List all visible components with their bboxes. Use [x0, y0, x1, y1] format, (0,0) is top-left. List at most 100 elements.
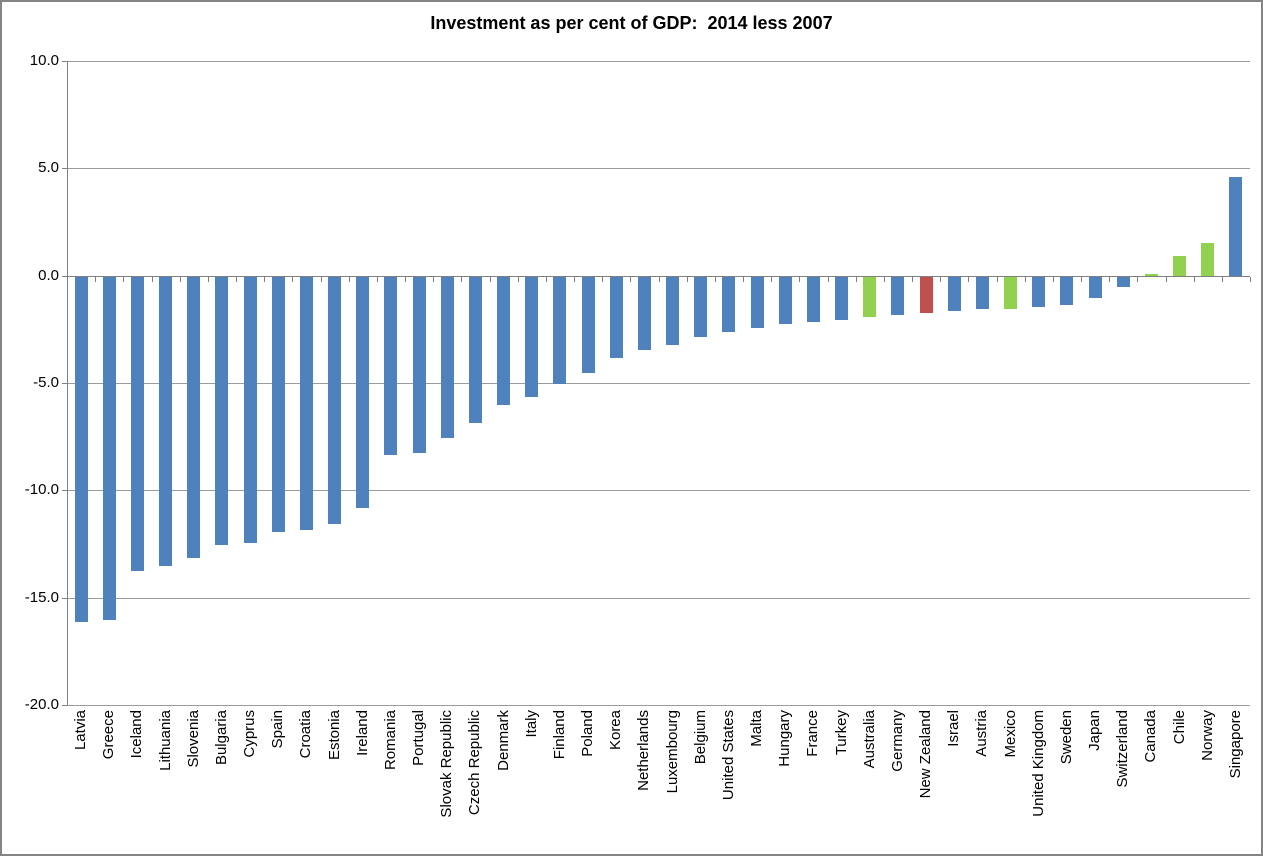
x-label-romania: Romania: [381, 710, 399, 771]
x-label-lithuania: Lithuania: [156, 710, 174, 771]
x-axis-tick: [236, 276, 237, 282]
x-axis-tick: [1165, 276, 1167, 282]
y-axis-tick: [62, 705, 67, 706]
x-axis-tick: [207, 276, 209, 282]
y-gridline: [67, 597, 1250, 599]
x-axis-tick: [1221, 276, 1223, 282]
x-label-slovak-republic: Slovak Republic: [438, 710, 456, 818]
y-tick-label: 10.0: [29, 52, 59, 69]
x-label-luxembourg: Luxembourg: [663, 710, 681, 794]
y-tick-label: 0.0: [38, 266, 59, 284]
y-axis-line: [67, 61, 68, 705]
bar-finland: [553, 276, 567, 384]
x-axis-tick: [630, 276, 632, 282]
bar-germany: [891, 276, 905, 316]
bar-poland: [581, 276, 595, 374]
x-label-greece: Greece: [100, 710, 118, 760]
bar-belgium: [694, 276, 708, 337]
x-label-united-kingdom: United Kingdom: [1029, 710, 1047, 817]
bar-israel: [947, 276, 961, 311]
x-axis-tick: [95, 276, 97, 282]
x-axis-tick: [714, 276, 716, 282]
bar-portugal: [412, 276, 426, 453]
x-label-netherlands: Netherlands: [635, 710, 653, 791]
bar-romania: [384, 276, 398, 455]
bar-united-kingdom: [1032, 276, 1046, 307]
x-axis-tick: [658, 276, 660, 282]
x-axis-tick: [264, 276, 266, 282]
bar-netherlands: [637, 276, 651, 350]
x-label-sweden: Sweden: [1057, 710, 1075, 765]
x-label-poland: Poland: [579, 710, 597, 757]
bar-hungary: [778, 276, 792, 324]
bar-italy: [525, 276, 539, 397]
x-axis-tick: [433, 276, 435, 282]
x-axis-tick: [1081, 276, 1082, 282]
x-label-canada: Canada: [1142, 710, 1160, 763]
y-gridline: [67, 168, 1250, 170]
bar-sweden: [1060, 276, 1074, 305]
bar-switzerland: [1116, 276, 1130, 288]
x-label-latvia: Latvia: [72, 710, 90, 751]
y-axis-tick: [62, 383, 67, 384]
x-label-portugal: Portugal: [410, 710, 428, 766]
bar-greece: [102, 276, 116, 621]
bar-czech-republic: [468, 276, 482, 423]
x-label-japan: Japan: [1086, 710, 1104, 751]
bar-estonia: [328, 276, 342, 524]
bar-turkey: [835, 276, 849, 320]
y-gridline: [67, 383, 1250, 384]
bar-malta: [750, 276, 764, 329]
x-axis-tick: [151, 276, 153, 282]
x-label-norway: Norway: [1198, 710, 1216, 761]
x-axis-tick: [489, 276, 491, 282]
x-label-malta: Malta: [748, 710, 766, 747]
bar-lithuania: [159, 276, 173, 567]
x-label-france: France: [804, 710, 822, 757]
x-label-australia: Australia: [860, 710, 878, 769]
x-label-israel: Israel: [945, 710, 963, 747]
x-label-cyprus: Cyprus: [241, 710, 259, 758]
y-axis-tick: [62, 168, 67, 170]
x-axis-tick: [545, 276, 547, 282]
y-axis-tick: [62, 61, 67, 62]
bar-bulgaria: [215, 276, 229, 545]
x-label-croatia: Croatia: [297, 710, 315, 759]
x-label-switzerland: Switzerland: [1114, 710, 1132, 788]
y-tick-label: -20.0: [24, 696, 59, 713]
x-label-slovenia: Slovenia: [184, 710, 202, 768]
y-axis-tick: [62, 275, 67, 277]
x-label-korea: Korea: [607, 710, 625, 751]
x-axis-tick: [912, 276, 913, 282]
y-axis-tick: [62, 490, 67, 492]
x-axis-tick: [320, 276, 322, 282]
x-axis-tick: [461, 276, 463, 282]
x-axis-tick: [376, 276, 378, 282]
bar-latvia: [74, 276, 88, 623]
x-label-chile: Chile: [1170, 710, 1188, 745]
bar-mexico: [1004, 276, 1018, 309]
bar-norway: [1201, 243, 1215, 276]
bar-croatia: [299, 276, 313, 530]
x-axis-tick: [123, 276, 125, 282]
y-tick-label: -10.0: [24, 481, 59, 499]
x-axis-tick: [1137, 276, 1139, 282]
x-axis-tick: [1109, 276, 1111, 282]
x-axis-tick: [405, 276, 406, 282]
x-label-singapore: Singapore: [1226, 710, 1244, 779]
y-gridline: [67, 705, 1250, 706]
bar-luxembourg: [666, 276, 680, 346]
y-gridline: [67, 61, 1250, 62]
bar-australia: [863, 276, 877, 318]
x-axis-tick: [67, 276, 68, 282]
x-label-bulgaria: Bulgaria: [212, 710, 230, 766]
x-axis-tick: [1193, 276, 1195, 282]
x-axis-tick: [940, 276, 942, 282]
x-label-spain: Spain: [269, 710, 287, 749]
y-tick-label: 5.0: [38, 159, 59, 177]
bar-united-states: [722, 276, 736, 333]
x-axis-tick: [855, 276, 857, 282]
x-label-iceland: Iceland: [128, 710, 146, 759]
bar-spain: [271, 276, 285, 533]
bar-japan: [1088, 276, 1102, 299]
